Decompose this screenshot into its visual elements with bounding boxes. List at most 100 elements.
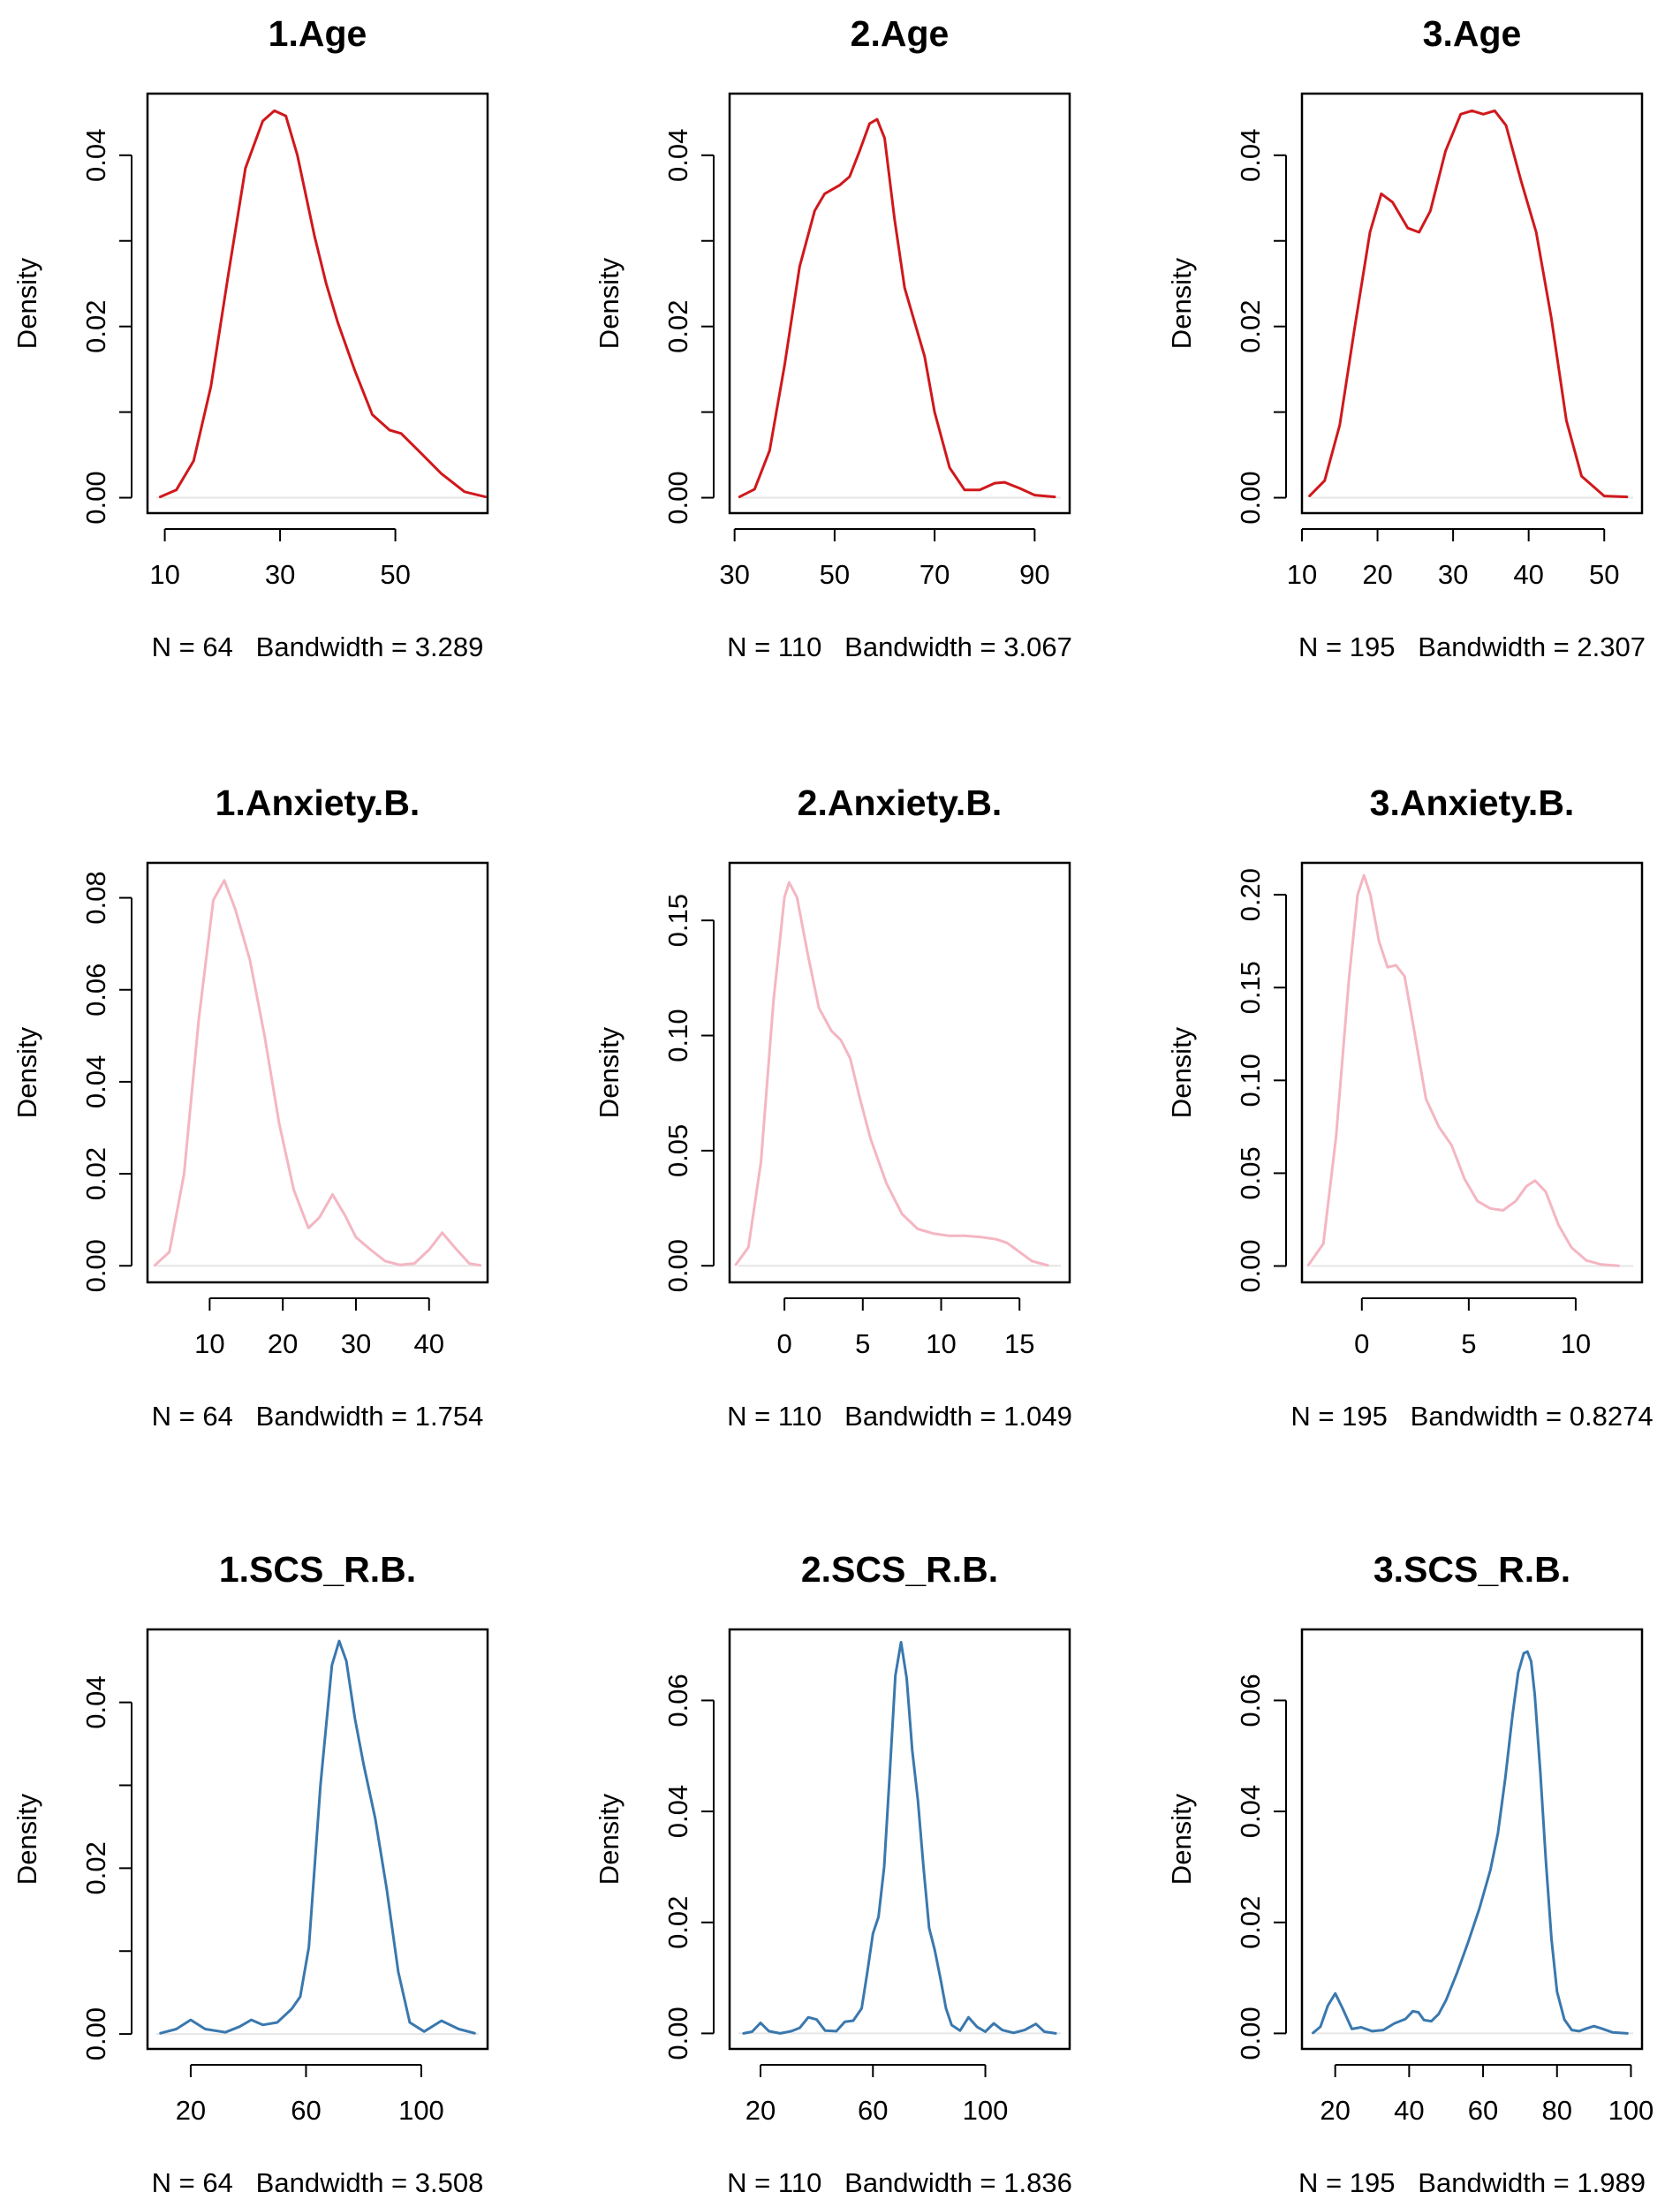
density-panel: 1.Age 10 30 50 0.00 0.02 0.04 Density N = 64 Ban…	[11, 13, 489, 662]
y-axis-label: Density	[11, 1026, 42, 1118]
y-tick-label: 0.00	[1235, 471, 1266, 524]
y-tick-label: 0.02	[80, 1841, 111, 1894]
density-panel: 1.Anxiety.B. 10 20 30 40 0.00 0.02 0.04 0.06 0.08…	[11, 782, 489, 1432]
x-tick-label: 20	[745, 2095, 776, 2126]
y-tick-label: 0.00	[662, 2007, 693, 2060]
x-tick-label: 40	[414, 1328, 444, 1359]
x-tick-label: 70	[919, 559, 950, 590]
x-tick-label: 90	[1019, 559, 1049, 590]
density-panel: 3.Anxiety.B. 0 5 10 0.00 0.05 0.10 0.15 0.20 Dens…	[1166, 782, 1654, 1432]
y-tick-label: 0.04	[662, 129, 693, 182]
y-tick-label: 0.08	[80, 871, 111, 924]
x-tick-label: 10	[149, 559, 179, 590]
y-tick-label: 0.00	[80, 2007, 111, 2060]
panel-title: 1.Age	[269, 13, 367, 54]
x-tick-label: 50	[820, 559, 850, 590]
panel-title: 2.Anxiety.B.	[798, 782, 1003, 823]
x-tick-label: 100	[1608, 2095, 1654, 2126]
x-tick-label: 20	[1320, 2095, 1350, 2126]
y-axis-label: Density	[1166, 1793, 1197, 1885]
y-tick-label: 0.04	[80, 1055, 111, 1108]
y-tick-label: 0.02	[662, 1896, 693, 1949]
panel-title: 3.Anxiety.B.	[1370, 782, 1575, 823]
panel-title: 1.SCS_R.B.	[219, 1549, 416, 1590]
plot-frame	[728, 1628, 1071, 2051]
density-panel: 2.SCS_R.B. 20 60 100 0.00 0.02 0.04 0.06 Density…	[594, 1549, 1072, 2192]
panel-title: 1.Anxiety.B.	[216, 782, 420, 823]
x-tick-label: 30	[719, 559, 749, 590]
plot-frame	[146, 861, 489, 1284]
panel-title: 2.SCS_R.B.	[801, 1549, 998, 1590]
density-curve	[734, 881, 1049, 1267]
x-tick-label: 20	[1362, 559, 1392, 590]
y-tick-label: 0.04	[1235, 129, 1266, 182]
x-tick-label: 10	[1287, 559, 1317, 590]
plot-frame	[1300, 92, 1644, 515]
density-curve	[738, 117, 1056, 499]
y-tick-label: 0.00	[1235, 2007, 1266, 2060]
x-axis-label: N = 195 Bandwidth = 1.989	[1298, 2167, 1646, 2192]
density-curve	[1312, 1650, 1629, 2035]
x-tick-label: 80	[1542, 2095, 1572, 2126]
density-curve	[1308, 109, 1629, 499]
density-curve	[1306, 873, 1620, 1267]
panel-title: 3.SCS_R.B.	[1374, 1549, 1570, 1590]
x-tick-label: 20	[176, 2095, 206, 2126]
x-tick-label: 50	[380, 559, 410, 590]
density-curve	[159, 1639, 476, 2035]
y-axis-label: Density	[11, 1793, 42, 1885]
y-tick-label: 0.02	[1235, 300, 1266, 353]
density-panel: 3.SCS_R.B. 20 40 60 80 100 0.00 0.02 0.04 0.06 Den…	[1166, 1549, 1654, 2192]
plot-frame	[1300, 1628, 1644, 2051]
x-tick-label: 60	[858, 2095, 888, 2126]
y-tick-label: 0.04	[1235, 1785, 1266, 1838]
x-tick-label: 10	[1561, 1328, 1591, 1359]
y-axis-label: Density	[11, 257, 42, 349]
y-tick-label: 0.06	[80, 964, 111, 1017]
x-tick-label: 50	[1589, 559, 1619, 590]
y-tick-label: 0.06	[1235, 1674, 1266, 1727]
y-tick-label: 0.02	[1235, 1896, 1266, 1949]
x-tick-label: 5	[1461, 1328, 1476, 1359]
plot-frame	[728, 92, 1071, 515]
x-tick-label: 40	[1513, 559, 1543, 590]
density-curve	[158, 109, 487, 499]
y-tick-label: 0.10	[662, 1009, 693, 1062]
x-axis-label: N = 195 Bandwidth = 2.307	[1298, 631, 1646, 662]
y-tick-label: 0.00	[662, 1239, 693, 1292]
y-axis-label: Density	[1166, 1026, 1197, 1118]
panel-title: 2.Age	[851, 13, 950, 54]
y-tick-label: 0.00	[662, 471, 693, 524]
y-axis-label: Density	[1166, 257, 1197, 349]
y-tick-label: 0.20	[1235, 868, 1266, 921]
x-axis-label: N = 110 Bandwidth = 1.049	[727, 1401, 1072, 1432]
x-tick-label: 60	[291, 2095, 321, 2126]
density-panel: 3.Age 10 20 30 40 50 0.00 0.02 0.04 Density N = 19…	[1166, 13, 1646, 662]
y-tick-label: 0.00	[80, 1239, 111, 1292]
plot-frame	[146, 1628, 489, 2051]
density-panel: 2.Age 30 50 70 90 0.00 0.02 0.04 Density N = 110 …	[594, 13, 1072, 662]
y-tick-label: 0.04	[80, 1675, 111, 1728]
density-panel: 2.Anxiety.B. 0 5 10 15 0.00 0.05 0.10 0.15 Densit…	[594, 782, 1072, 1432]
x-axis-label: N = 110 Bandwidth = 1.836	[727, 2167, 1072, 2192]
plot-frame	[1300, 861, 1644, 1284]
y-tick-label: 0.02	[662, 300, 693, 353]
x-axis-label: N = 64 Bandwidth = 1.754	[152, 1401, 484, 1432]
y-axis-label: Density	[594, 1793, 624, 1885]
x-axis-label: N = 110 Bandwidth = 3.067	[727, 631, 1072, 662]
x-axis-label: N = 64 Bandwidth = 3.289	[152, 631, 484, 662]
x-tick-label: 100	[398, 2095, 444, 2126]
x-tick-label: 0	[776, 1328, 791, 1359]
plot-frame	[728, 861, 1071, 1284]
y-axis-label: Density	[594, 1026, 624, 1118]
y-tick-label: 0.02	[80, 300, 111, 353]
y-tick-label: 0.05	[662, 1124, 693, 1177]
x-tick-label: 0	[1354, 1328, 1369, 1359]
x-tick-label: 30	[341, 1328, 371, 1359]
x-tick-label: 60	[1468, 2095, 1498, 2126]
plot-frame	[146, 92, 489, 515]
x-tick-label: 20	[268, 1328, 298, 1359]
density-panel: 1.SCS_R.B. 20 60 100 0.00 0.02 0.04 Density N = …	[11, 1549, 489, 2192]
x-tick-label: 30	[265, 559, 295, 590]
y-tick-label: 0.05	[1235, 1146, 1266, 1199]
